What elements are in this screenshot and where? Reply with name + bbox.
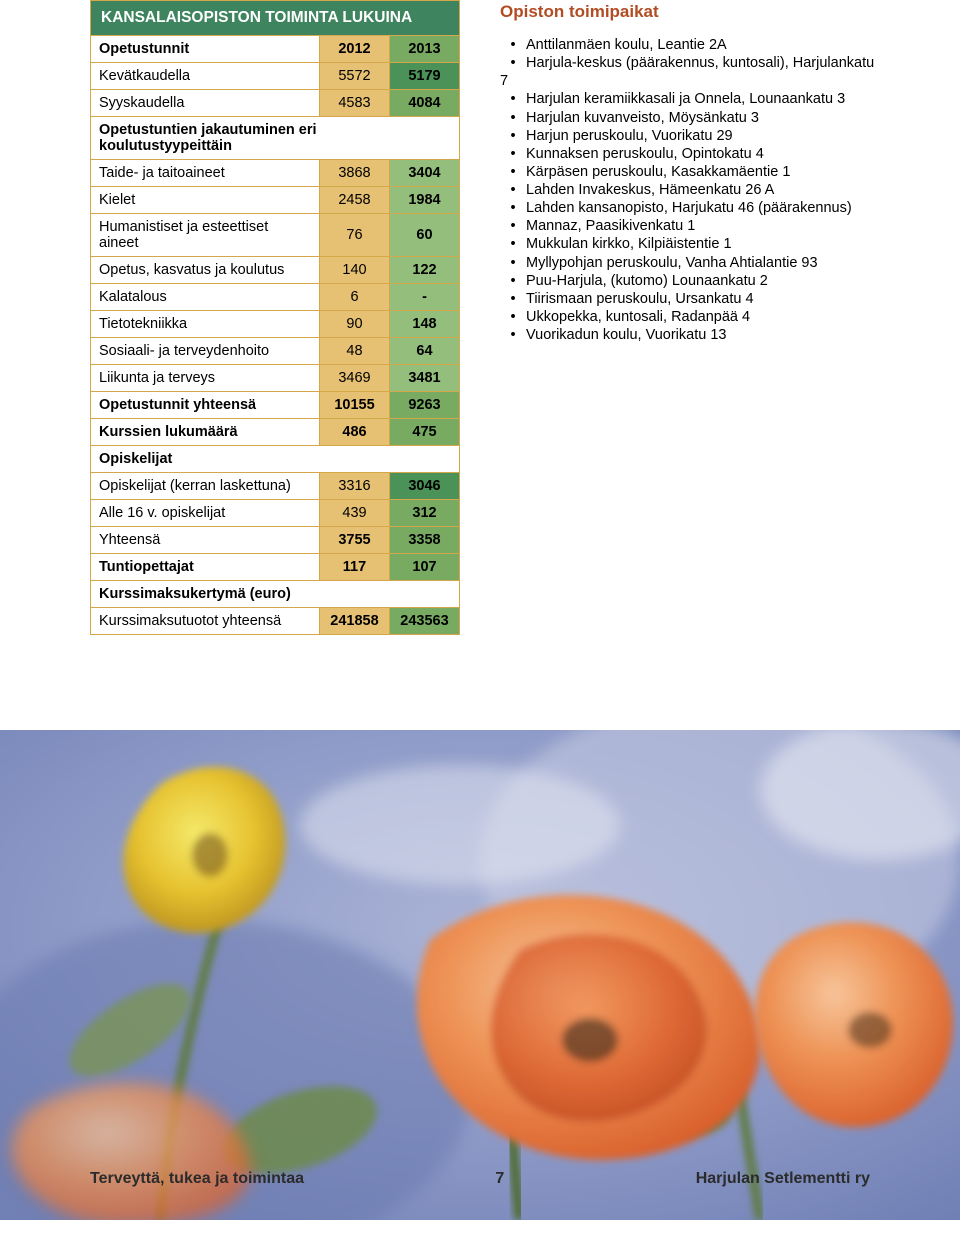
table-row: Opiskelijat (kerran laskettuna): [91, 473, 320, 500]
locations-list: Anttilanmäen koulu, Leantie 2AHarjula-ke…: [500, 36, 880, 344]
table-row: Opetus, kasvatus ja koulutus: [91, 257, 320, 284]
students-header: Opiskelijat: [91, 446, 460, 473]
teachers-label: Tuntiopettajat: [91, 554, 320, 581]
col-label: Opetustunnit: [91, 36, 320, 63]
table-row: Humanistiset ja esteettiset aineet: [91, 214, 320, 257]
table-cell: 3469: [320, 365, 390, 392]
table-row: Tietotekniikka: [91, 311, 320, 338]
table-cell: 6: [320, 284, 390, 311]
totals-2013: 9263: [390, 392, 460, 419]
location-item: Kunnaksen peruskoulu, Opintokatu 4: [500, 145, 880, 163]
table-cell: 5179: [390, 63, 460, 90]
table-cell: 1984: [390, 187, 460, 214]
table-cell: 2458: [320, 187, 390, 214]
table-cell: 64: [390, 338, 460, 365]
table-cell: 4084: [390, 90, 460, 117]
table-cell: -: [390, 284, 460, 311]
section2-header: Opetustuntien jakautuminen eri koulutust…: [91, 117, 460, 160]
table-row: Syyskaudella: [91, 90, 320, 117]
totals-label: Opetustunnit yhteensä: [91, 392, 320, 419]
footer-right: Harjulan Setlementti ry: [696, 1170, 870, 1188]
table-cell: 140: [320, 257, 390, 284]
location-item: Mannaz, Paasikivenkatu 1: [500, 217, 880, 235]
students-total-2013: 3358: [390, 527, 460, 554]
fees-header: Kurssimaksukertymä (euro): [91, 581, 460, 608]
fees-2012: 241858: [320, 608, 390, 635]
location-item: Anttilanmäen koulu, Leantie 2A: [500, 36, 880, 54]
courses-2012: 486: [320, 419, 390, 446]
table-cell: 148: [390, 311, 460, 338]
fees-2013: 243563: [390, 608, 460, 635]
table-cell: 122: [390, 257, 460, 284]
stats-table: KANSALAISOPISTON TOIMINTA LUKUINA Opetus…: [90, 0, 460, 635]
students-total-label: Yhteensä: [91, 527, 320, 554]
table-row: Alle 16 v. opiskelijat: [91, 500, 320, 527]
table-title: KANSALAISOPISTON TOIMINTA LUKUINA: [91, 1, 460, 36]
table-cell: 60: [390, 214, 460, 257]
location-item: Harjulan keramiikkasali ja Onnela, Louna…: [500, 90, 880, 108]
location-item: Harjun peruskoulu, Vuorikatu 29: [500, 127, 880, 145]
courses-label: Kurssien lukumäärä: [91, 419, 320, 446]
students-total-2012: 3755: [320, 527, 390, 554]
col-2013: 2013: [390, 36, 460, 63]
location-item: Ukkopekka, kuntosali, Radanpää 4: [500, 308, 880, 326]
table-cell: 3404: [390, 160, 460, 187]
location-item: Vuorikadun koulu, Vuorikatu 13: [500, 326, 880, 344]
location-item: Kärpäsen peruskoulu, Kasakkamäentie 1: [500, 163, 880, 181]
fees-label: Kurssimaksutuotot yhteensä: [91, 608, 320, 635]
footer-left: Terveyttä, tukea ja toimintaa: [90, 1170, 304, 1188]
courses-2013: 475: [390, 419, 460, 446]
location-item: Lahden kansanopisto, Harjukatu 46 (päära…: [500, 199, 880, 217]
table-cell: 439: [320, 500, 390, 527]
table-row: Taide- ja taitoaineet: [91, 160, 320, 187]
table-row: Liikunta ja terveys: [91, 365, 320, 392]
table-row: Kalatalous: [91, 284, 320, 311]
table-row: Sosiaali- ja terveydenhoito: [91, 338, 320, 365]
table-cell: 48: [320, 338, 390, 365]
col-2012: 2012: [320, 36, 390, 63]
table-cell: 90: [320, 311, 390, 338]
table-cell: 4583: [320, 90, 390, 117]
location-item: Harjulan kuvanveisto, Möysänkatu 3: [500, 109, 880, 127]
footer-pagenum: 7: [495, 1170, 504, 1188]
totals-2012: 10155: [320, 392, 390, 419]
table-cell: 3868: [320, 160, 390, 187]
teachers-2013: 107: [390, 554, 460, 581]
location-item: Harjula-keskus (päärakennus, kuntosali),…: [500, 54, 880, 90]
table-cell: 76: [320, 214, 390, 257]
location-item: Puu-Harjula, (kutomo) Lounaankatu 2: [500, 272, 880, 290]
table-row: Kielet: [91, 187, 320, 214]
teachers-2012: 117: [320, 554, 390, 581]
table-cell: 3316: [320, 473, 390, 500]
locations-section: Opiston toimipaikat Anttilanmäen koulu, …: [500, 0, 880, 635]
location-item: Tiirismaan peruskoulu, Ursankatu 4: [500, 290, 880, 308]
table-cell: 3046: [390, 473, 460, 500]
watercolor-image: [0, 730, 960, 1220]
locations-title: Opiston toimipaikat: [500, 2, 880, 22]
location-item: Mukkulan kirkko, Kilpiäistentie 1: [500, 235, 880, 253]
location-item: Myllypohjan peruskoulu, Vanha Ahtialanti…: [500, 254, 880, 272]
location-item: Lahden Invakeskus, Hämeenkatu 26 A: [500, 181, 880, 199]
table-row: Kevätkaudella: [91, 63, 320, 90]
table-cell: 312: [390, 500, 460, 527]
table-cell: 3481: [390, 365, 460, 392]
table-cell: 5572: [320, 63, 390, 90]
page-footer: Terveyttä, tukea ja toimintaa 7 Harjulan…: [0, 1170, 960, 1188]
